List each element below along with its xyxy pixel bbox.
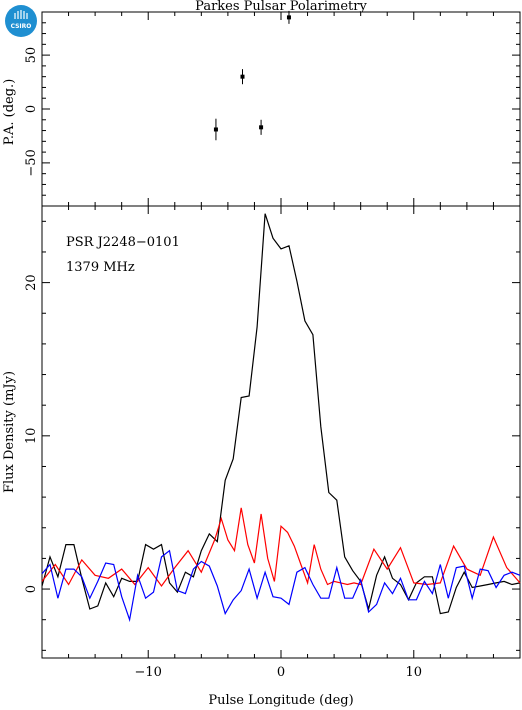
position-angle-y-tick-label: −50 [24, 149, 39, 176]
x-tick-label: −10 [135, 665, 162, 680]
x-tick-label: 10 [406, 665, 423, 680]
flux-density-series [41, 213, 521, 623]
flux-density-y-tick-label: 0 [24, 585, 39, 593]
csiro-logo-mark [14, 10, 28, 19]
csiro-logo: CSIRO [5, 5, 37, 37]
flux-density-ticks: 0 10 20 [24, 206, 521, 658]
linear-polarization-line [41, 507, 521, 588]
position-angle-panel: −50 0 50 P.A. (deg.) [2, 10, 521, 207]
csiro-logo-text: CSIRO [11, 23, 32, 30]
position-angle-y-tick-label: 0 [24, 105, 39, 113]
total-intensity-line [41, 213, 521, 615]
x-tick-labels: −10 0 10 [135, 665, 423, 680]
position-angle-point [240, 74, 245, 79]
position-angle-y-tick-label: 50 [24, 47, 39, 64]
position-angle-point [259, 125, 264, 130]
circular-polarization-line [41, 549, 521, 623]
position-angle-point [286, 15, 291, 20]
flux-density-y-tick-label: 10 [24, 428, 39, 445]
position-angle-axis-label: P.A. (deg.) [2, 79, 17, 146]
flux-density-axis-label: Flux Density (mJy) [2, 371, 17, 493]
x-axis-label: Pulse Longitude (deg) [208, 693, 353, 708]
flux-density-panel: 0 10 20 PSR J2248−0101 1379 MHz Flux Densi… [2, 205, 521, 659]
position-angle-ticks: −50 0 50 [24, 11, 521, 207]
position-angle-points [213, 10, 291, 141]
position-angle-frame [41, 11, 521, 207]
csiro-logo-badge [5, 5, 37, 37]
chart-title: Parkes Pulsar Polarimetry [195, 0, 367, 14]
frequency-annotation: 1379 MHz [66, 260, 135, 275]
x-tick-label: 0 [277, 665, 285, 680]
position-angle-point [213, 127, 218, 132]
flux-density-y-tick-label: 20 [24, 274, 39, 291]
pulsar-name-annotation: PSR J2248−0101 [66, 235, 180, 250]
